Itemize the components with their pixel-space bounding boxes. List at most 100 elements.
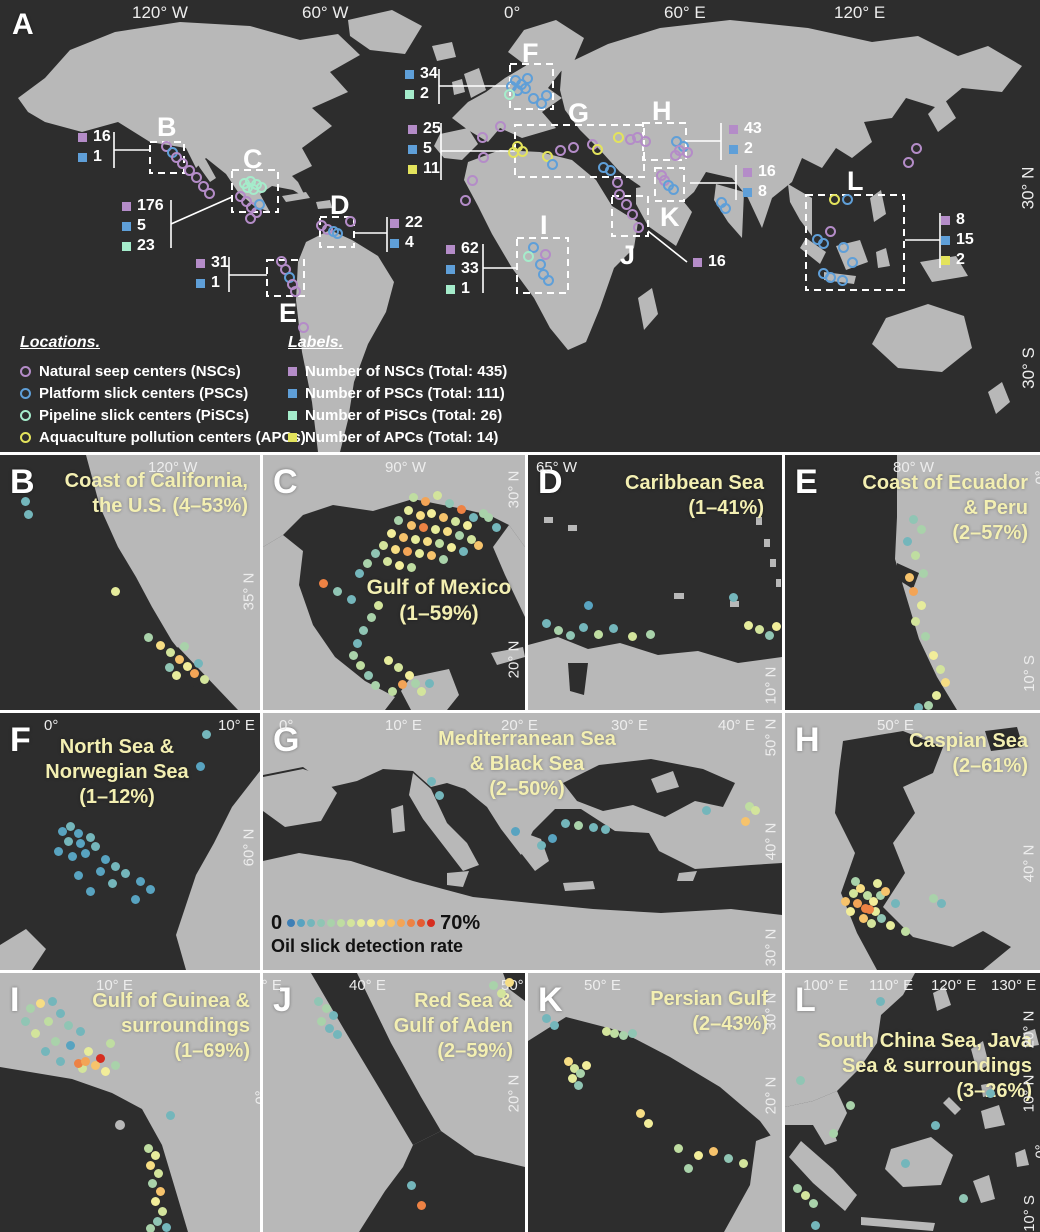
center-ring-icon bbox=[20, 409, 31, 421]
detection-dot bbox=[609, 624, 618, 633]
detection-dot bbox=[371, 681, 380, 690]
axis-tick-right: 20° N bbox=[505, 640, 523, 679]
count-group: 43 2 bbox=[729, 119, 762, 159]
detection-dot bbox=[867, 919, 876, 928]
count-row: 23 bbox=[122, 236, 164, 256]
detection-dot bbox=[745, 802, 754, 811]
count-square-psc bbox=[729, 144, 738, 154]
detection-dot bbox=[371, 549, 380, 558]
axis-tick-top: 30° E bbox=[263, 977, 282, 994]
count-row: 2 bbox=[729, 139, 762, 159]
mediterranean-landmass bbox=[263, 713, 782, 970]
region-letter-D: D bbox=[330, 190, 350, 220]
center-ring-nsc bbox=[345, 216, 356, 227]
center-ring-psc bbox=[720, 203, 731, 214]
detection-dot bbox=[936, 665, 945, 674]
axis-tick-right: 50° N bbox=[762, 718, 780, 757]
axis-tick-top: 60° E bbox=[664, 3, 706, 22]
legend-location-label: Aquaculture pollution centers (APCs) bbox=[39, 428, 306, 446]
center-ring-nsc bbox=[290, 286, 301, 297]
detection-dot bbox=[407, 521, 416, 530]
detection-dot bbox=[853, 899, 862, 908]
region-letter-G: G bbox=[568, 98, 590, 128]
center-ring-apc bbox=[829, 194, 840, 205]
count-row: 1 bbox=[78, 147, 111, 167]
panel-title-line: Coast of Ecuador bbox=[862, 472, 1028, 494]
detection-dot bbox=[644, 1119, 653, 1128]
axis-tick-right: 20° N bbox=[1020, 1010, 1038, 1049]
axis-tick-top: 120° W bbox=[148, 459, 198, 476]
count-value: 31 bbox=[211, 254, 229, 271]
center-ring-nsc bbox=[298, 322, 309, 333]
legend-labels: Labels. Number of NSCs (Total: 435) Numbe… bbox=[288, 334, 507, 448]
center-ring-nsc bbox=[184, 165, 195, 176]
center-ring-apc bbox=[592, 144, 603, 155]
count-value: 2 bbox=[420, 85, 429, 102]
detection-dot bbox=[407, 563, 416, 572]
detection-dot bbox=[484, 513, 493, 522]
panel-persian-gulf: K Persian Gulf (2–43%) 50° E 30° N 20° N bbox=[528, 973, 782, 1232]
detection-dot bbox=[416, 511, 425, 520]
panel-title: Caribbean Sea (1–41%) bbox=[625, 471, 764, 521]
panel-gulf-of-mexico: C Gulf of Mexico (1–59%) 90° W 30° N 20° N bbox=[263, 455, 525, 710]
count-row: 34 bbox=[405, 64, 438, 84]
axis-tick-right: 30° S bbox=[1019, 347, 1039, 389]
count-square-psc bbox=[408, 144, 417, 154]
count-square-pisc bbox=[405, 89, 414, 99]
count-square-psc bbox=[78, 152, 87, 162]
detection-dot bbox=[322, 1004, 331, 1013]
detection-dot bbox=[911, 617, 920, 626]
detection-dot bbox=[411, 535, 420, 544]
panel-title: Coast of Ecuador & Peru (2–57%) bbox=[862, 471, 1028, 546]
center-ring-nsc bbox=[191, 172, 202, 183]
detection-dot bbox=[601, 825, 610, 834]
axis-tick-top: 10° E bbox=[96, 977, 133, 994]
detection-dot bbox=[871, 907, 880, 916]
center-ring-psc bbox=[547, 159, 558, 170]
detection-dot bbox=[165, 663, 174, 672]
panel-title-line: Gulf of Aden bbox=[393, 1015, 513, 1037]
center-ring-nsc bbox=[171, 152, 182, 163]
colorbar-max-label: 70% bbox=[440, 912, 481, 934]
panel-title-line: & Black Sea bbox=[469, 753, 585, 775]
detection-dot bbox=[709, 1147, 718, 1156]
detection-dot bbox=[166, 648, 175, 657]
center-ring-nsc bbox=[656, 170, 667, 181]
count-square-psc bbox=[122, 221, 131, 231]
region-letter-I: I bbox=[540, 210, 548, 240]
detection-dot bbox=[755, 625, 764, 634]
detection-dot bbox=[917, 601, 926, 610]
panel-coast-of-california: B Coast of California, the U.S. (4–53%) 120… bbox=[0, 455, 260, 710]
count-row: 8 bbox=[941, 210, 974, 230]
panel-title-line: surroundings bbox=[121, 1015, 250, 1037]
detection-dot bbox=[931, 1121, 940, 1130]
axis-tick-right: 30° N bbox=[762, 992, 780, 1031]
axis-tick-right: 35° N bbox=[240, 572, 258, 611]
region-box-D bbox=[319, 216, 355, 248]
center-ring-psc bbox=[847, 257, 858, 268]
detection-dot bbox=[379, 541, 388, 550]
colorbar-swatch bbox=[317, 919, 326, 927]
center-ring-psc bbox=[837, 275, 848, 286]
count-group: 16 1 bbox=[78, 127, 111, 167]
panel-title-line: Red Sea & bbox=[414, 990, 513, 1012]
colorbar-swatch bbox=[397, 919, 406, 927]
detection-dot bbox=[74, 1059, 83, 1068]
axis-tick-top: 110° E bbox=[869, 977, 914, 994]
detection-dot bbox=[751, 806, 760, 815]
detection-dot bbox=[153, 1217, 162, 1226]
detection-dot bbox=[355, 569, 364, 578]
detection-dot bbox=[36, 999, 45, 1008]
detection-dot bbox=[84, 1047, 93, 1056]
count-value: 16 bbox=[93, 128, 111, 145]
detection-dot bbox=[86, 833, 95, 842]
axis-tick-top: 120° W bbox=[132, 3, 188, 22]
detection-dot bbox=[405, 671, 414, 680]
panel-title: Gulf of Guinea & surroundings (1–69%) bbox=[92, 989, 250, 1064]
legend-label-item: Number of NSCs (Total: 435) bbox=[288, 360, 507, 382]
detection-dot bbox=[66, 822, 75, 831]
detection-dot bbox=[156, 1187, 165, 1196]
detection-dot bbox=[542, 619, 551, 628]
detection-dot bbox=[865, 905, 874, 914]
detection-dot bbox=[419, 523, 428, 532]
